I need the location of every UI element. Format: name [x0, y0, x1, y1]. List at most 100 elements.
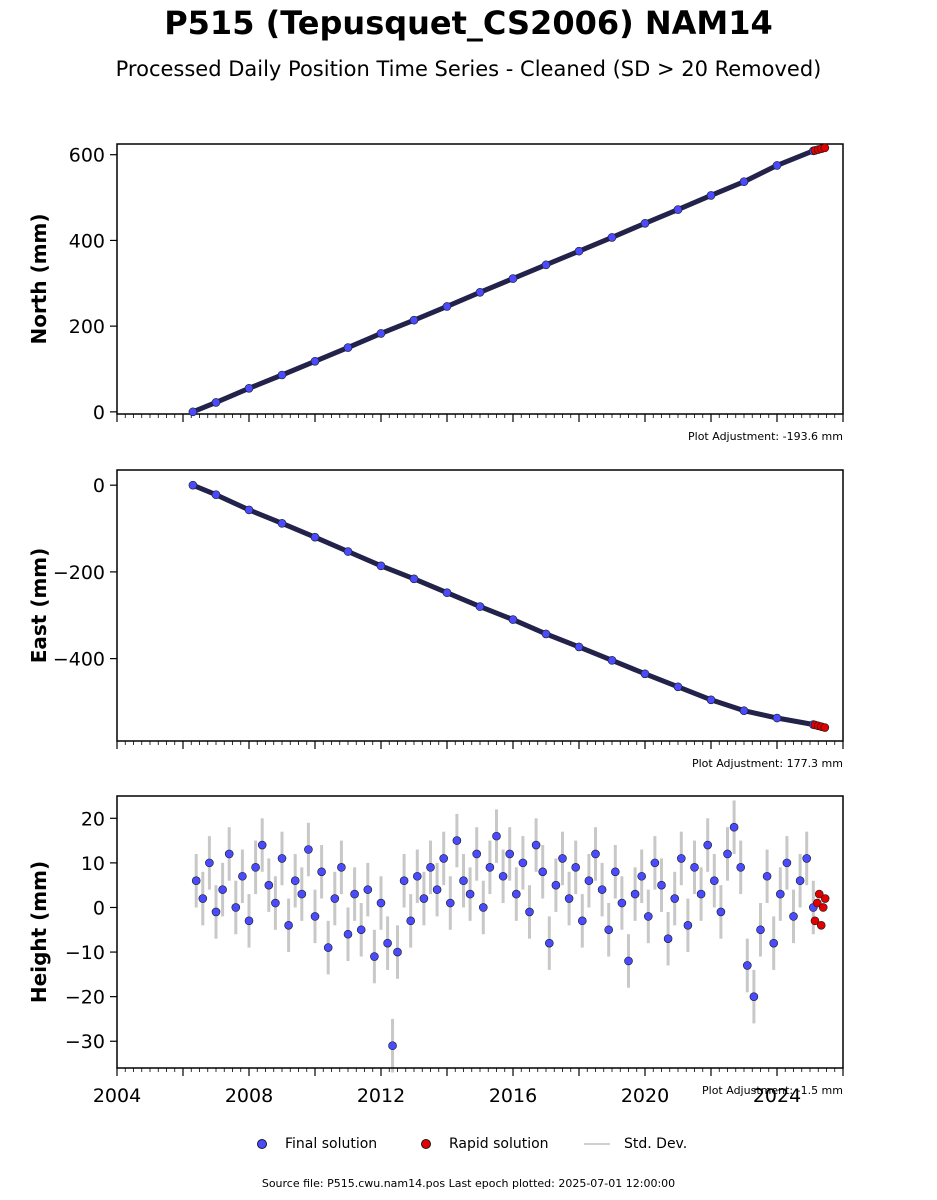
y-axis-label: North (mm): [27, 213, 51, 344]
legend-final-label: Final solution: [285, 1136, 378, 1152]
final-point: [676, 854, 686, 863]
final-point: [205, 858, 214, 868]
x-tick-label: 2024: [753, 1085, 801, 1107]
final-point: [317, 867, 326, 877]
final-point: [383, 938, 392, 948]
final-point: [544, 938, 554, 948]
y-tick-label: 10: [81, 853, 105, 875]
final-point: [756, 925, 765, 935]
final-point: [277, 519, 287, 528]
final-point: [251, 863, 260, 872]
plot-adjustment: Plot Adjustment: -193.6 mm: [688, 430, 843, 443]
final-point: [432, 885, 442, 894]
final-point: [551, 880, 561, 890]
final-point: [624, 956, 633, 966]
final-point: [439, 854, 449, 863]
final-point: [706, 695, 716, 705]
x-tick-label: 2016: [489, 1085, 537, 1107]
final-point: [475, 602, 485, 611]
final-point: [442, 588, 452, 598]
final-point: [630, 889, 640, 899]
final-point: [350, 889, 359, 899]
final-point: [505, 849, 515, 859]
final-point: [789, 912, 798, 921]
final-point: [310, 912, 320, 921]
final-point: [617, 898, 627, 908]
final-point: [584, 876, 594, 886]
legend-rapid-solution: Rapid solution: [421, 1136, 549, 1152]
final-point: [406, 916, 416, 926]
final-point: [257, 840, 267, 850]
final-point: [739, 177, 749, 187]
plot-adjustment: Plot Adjustment: 177.3 mm: [692, 757, 843, 770]
x-tick-label: 2012: [357, 1085, 405, 1107]
final-point: [376, 561, 386, 571]
final-point: [343, 343, 353, 352]
final-point: [393, 947, 402, 957]
final-point: [571, 863, 581, 872]
final-point: [475, 287, 485, 297]
final-point: [244, 505, 254, 515]
final-point: [188, 480, 198, 490]
final-point: [739, 706, 749, 715]
final-point: [518, 858, 528, 868]
rapid-point: [818, 903, 828, 912]
x-tick-label: 2020: [621, 1085, 669, 1107]
final-point: [607, 233, 617, 242]
final-point: [706, 191, 716, 200]
final-point: [690, 863, 699, 872]
final-point: [673, 682, 683, 692]
y-axis-label: East (mm): [27, 548, 51, 664]
final-point: [709, 876, 719, 886]
source-footer: Source file: P515.cwu.nam14.pos Last epo…: [261, 1177, 676, 1190]
y-tick-label: −400: [53, 649, 105, 671]
rapid-point: [820, 723, 830, 732]
final-point: [508, 615, 518, 624]
final-point: [696, 889, 706, 899]
final-point: [772, 161, 782, 170]
y-tick-label: 20: [81, 808, 105, 830]
y-tick-label: −20: [65, 987, 105, 1009]
final-point: [277, 854, 287, 863]
final-point: [610, 867, 620, 877]
final-point: [290, 876, 300, 886]
final-point: [670, 894, 680, 903]
y-tick-label: 0: [93, 402, 105, 424]
final-point: [343, 547, 353, 556]
rapid-point: [820, 894, 830, 903]
final-point: [511, 889, 521, 899]
final-point: [541, 260, 551, 270]
x-tick-label: 2008: [225, 1085, 273, 1107]
legend-rapid-label: Rapid solution: [449, 1136, 549, 1152]
final-point: [640, 218, 650, 228]
final-point: [637, 871, 647, 881]
final-point: [802, 854, 812, 863]
final-point: [591, 849, 600, 859]
final-point: [412, 871, 422, 881]
final-point: [663, 934, 673, 943]
final-point: [343, 929, 353, 939]
x-tick-label: 2004: [93, 1085, 141, 1107]
final-point: [304, 845, 313, 854]
final-point: [188, 407, 198, 417]
final-point: [191, 876, 201, 886]
final-point: [419, 894, 429, 903]
final-point: [323, 943, 333, 952]
y-tick-label: 600: [69, 145, 105, 167]
final-point: [277, 370, 287, 380]
y-tick-label: −10: [65, 942, 105, 964]
final-point: [673, 205, 683, 214]
final-point: [370, 952, 379, 961]
final-point: [218, 885, 227, 894]
final-point: [772, 713, 782, 723]
final-point: [574, 642, 584, 652]
rapid-point: [814, 889, 824, 899]
rapid-point: [812, 898, 822, 908]
final-point: [224, 849, 234, 859]
final-point: [643, 912, 653, 921]
final-point: [465, 889, 475, 899]
y-tick-label: 0: [93, 475, 105, 497]
final-point: [775, 889, 785, 899]
final-point: [284, 921, 293, 930]
final-point: [271, 898, 280, 908]
